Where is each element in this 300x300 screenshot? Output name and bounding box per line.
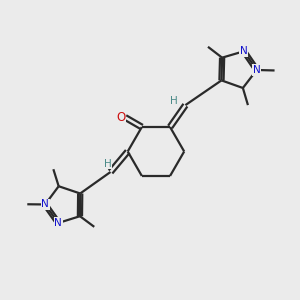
Text: N: N: [41, 200, 49, 209]
Text: O: O: [116, 111, 125, 124]
Text: H: H: [170, 96, 178, 106]
Text: N: N: [240, 46, 248, 56]
Text: H: H: [104, 159, 111, 169]
Text: N: N: [54, 218, 62, 228]
Text: N: N: [253, 65, 261, 75]
